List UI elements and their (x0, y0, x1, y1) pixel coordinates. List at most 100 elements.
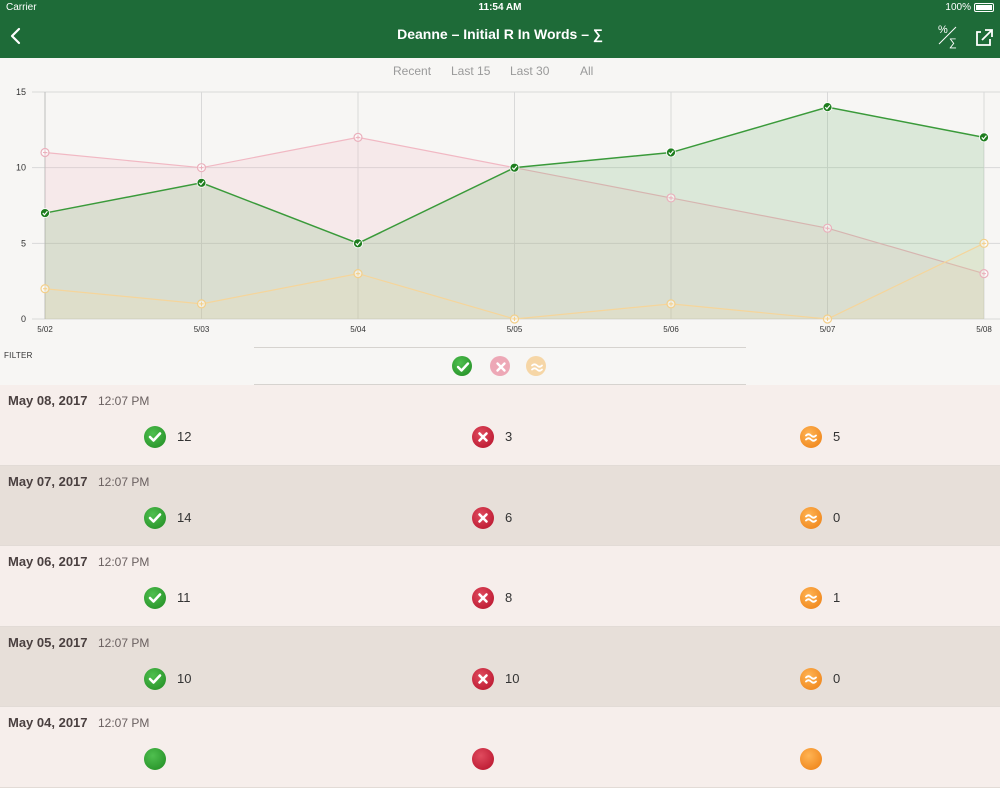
session-row[interactable]: May 08, 2017 12:07 PM 12 3 5 (0, 385, 1000, 466)
progress-chart: 0 5 10 15 5/02 5/03 5/04 5/05 5/06 5/07 5/08 (16, 87, 1000, 334)
correct-count: 11 (177, 590, 191, 605)
correct-icon (144, 748, 166, 770)
svg-text:%: % (938, 24, 948, 36)
battery-percent: 100% (945, 2, 971, 13)
filter-correct-button[interactable] (452, 356, 472, 376)
x-tick-label: 5/05 (507, 325, 523, 334)
series-area-approx (45, 243, 984, 319)
incorrect-icon (472, 748, 494, 770)
data-point-mark-incorrect (43, 150, 47, 155)
session-date: May 07, 2017 (8, 473, 88, 489)
session-date: May 05, 2017 (8, 634, 88, 650)
incorrect-count: 8 (505, 590, 513, 605)
checkmark-icon (456, 362, 470, 372)
approx-count: 1 (833, 590, 841, 605)
data-point-mark-incorrect (356, 135, 360, 140)
data-point-mark-approx (669, 301, 673, 306)
approx-icon (800, 506, 822, 529)
y-tick-label: 10 (16, 163, 26, 173)
approx-count: 0 (833, 509, 841, 525)
session-date: May 06, 2017 (8, 554, 88, 569)
approx-icon (531, 363, 543, 372)
x-icon (496, 362, 506, 372)
tab-recent[interactable]: Recent (393, 64, 432, 78)
y-tick-label: 5 (21, 238, 26, 248)
data-point-correct (196, 177, 207, 188)
incorrect-count: 10 (505, 670, 520, 686)
data-point-mark-approx (982, 241, 986, 246)
data-point-check-correct (981, 135, 987, 141)
share-button[interactable] (972, 22, 996, 50)
incorrect-count: 3 (505, 429, 513, 444)
correct-count: 12 (177, 429, 192, 444)
data-point-mark-incorrect (199, 165, 204, 170)
incorrect-count: 6 (505, 509, 513, 525)
data-point-mark-approx (43, 286, 47, 291)
session-time: 12:07 PM (98, 394, 150, 408)
data-point-correct (822, 102, 833, 113)
data-point-correct (979, 132, 989, 143)
status-time: 11:54 AM (478, 2, 522, 13)
data-point-check-correct (511, 165, 518, 171)
session-row[interactable]: May 07, 2017 12:07 PM 14 6 0 (0, 465, 1000, 546)
data-point-mark-approx (512, 317, 517, 321)
session-date: May 08, 2017 (8, 393, 88, 408)
data-point-mark-approx (199, 301, 204, 306)
session-time: 12:07 PM (98, 716, 150, 730)
correct-count: 14 (177, 509, 192, 525)
incorrect-icon (472, 506, 494, 529)
data-point-correct (40, 208, 50, 218)
data-point-check-correct (42, 210, 48, 216)
series-area-correct (45, 107, 984, 319)
incorrect-icon (472, 667, 494, 690)
correct-count: 10 (177, 670, 192, 686)
tab-last-15[interactable]: Last 15 (451, 64, 491, 78)
share-icon (976, 29, 993, 46)
incorrect-icon (472, 426, 494, 448)
x-tick-label: 5/07 (820, 325, 836, 334)
session-time: 12:07 PM (98, 555, 150, 569)
data-point-mark-incorrect (982, 271, 986, 276)
approx-count: 0 (833, 670, 841, 686)
session-time: 12:07 PM (98, 474, 150, 489)
session-time: 12:07 PM (98, 635, 150, 650)
approx-icon (800, 748, 822, 770)
status-bar: Carrier 11:54 AM 100% (0, 0, 1000, 14)
x-tick-label: 5/02 (37, 325, 53, 334)
data-point-correct (509, 162, 520, 173)
session-list: May 08, 2017 12:07 PM 12 3 5 May 07, 201… (0, 385, 1000, 788)
x-tick-label: 5/03 (194, 325, 210, 334)
x-tick-label: 5/08 (976, 325, 992, 334)
data-point-check-correct (198, 180, 205, 186)
data-point-mark-incorrect (825, 226, 830, 231)
x-tick-label: 5/04 (350, 325, 366, 334)
y-tick-label: 15 (16, 87, 26, 97)
x-tick-label: 5/06 (663, 325, 679, 334)
percent-sum-icon: % ∑ (938, 24, 957, 49)
svg-text:∑: ∑ (949, 37, 957, 49)
filter-approx-button[interactable] (526, 356, 546, 376)
correct-icon (144, 506, 166, 529)
carrier-label: Carrier (6, 2, 37, 13)
approx-count: 5 (833, 429, 841, 444)
approx-icon (800, 426, 822, 448)
tab-all[interactable]: All (580, 64, 594, 78)
y-tick-label: 0 (21, 314, 26, 324)
data-point-check-correct (355, 241, 361, 247)
session-row[interactable]: May 04, 2017 12:07 PM (0, 707, 1000, 788)
percent-toggle-button[interactable]: % ∑ (936, 22, 962, 50)
data-point-correct (666, 147, 676, 158)
filter-incorrect-button[interactable] (490, 356, 510, 376)
back-button[interactable] (6, 22, 30, 50)
session-row[interactable]: May 06, 2017 12:07 PM 11 8 1 (0, 546, 1000, 627)
correct-icon (144, 667, 166, 690)
data-point-mark-approx (356, 271, 360, 276)
filter-bar (254, 347, 746, 385)
data-point-check-correct (824, 104, 831, 110)
tab-last-30[interactable]: Last 30 (510, 64, 550, 78)
battery-indicator: 100% (945, 2, 994, 13)
session-row[interactable]: May 05, 2017 12:07 PM 10 10 0 (0, 626, 1000, 707)
correct-icon (144, 587, 166, 609)
data-point-correct (353, 238, 363, 249)
approx-icon (800, 667, 822, 690)
